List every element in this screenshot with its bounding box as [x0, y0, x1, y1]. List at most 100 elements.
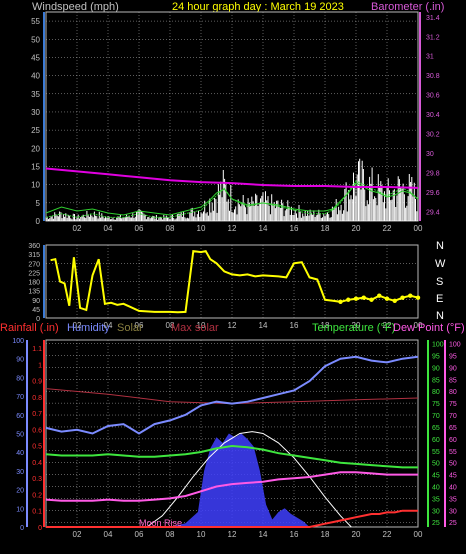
wind-y-tick: 10	[31, 181, 40, 190]
dew-point-y-tick: 25	[449, 520, 457, 527]
dir-label-w: W	[435, 258, 446, 270]
dew-point-y-tick: 35	[449, 496, 457, 503]
direction-y-tick: 45	[32, 307, 40, 314]
temperature-y-tick: 85	[432, 377, 440, 384]
dir-label-e: E	[436, 293, 443, 305]
wind-y-tick: 40	[31, 72, 40, 81]
wind-direction-panel: 02 04 06 08 10 12 14 16 18 20 22 000459013518022527…	[28, 243, 423, 330]
wind-x-tick: 04	[104, 224, 113, 233]
temp-x-tick: 18	[321, 530, 330, 539]
temp-x-tick: 14	[259, 530, 268, 539]
wind-x-tick: 16	[290, 224, 299, 233]
rain-y-tick: 0.9	[32, 379, 42, 386]
direction-y-tick: 90	[32, 298, 40, 305]
dew-point-y-tick: 85	[449, 377, 457, 384]
solar-theoretical-curve	[146, 431, 352, 528]
wind-y-tick: 5	[36, 199, 41, 208]
dew-point-y-tick: 50	[449, 461, 457, 468]
barometer-y-tick: 30.6	[426, 93, 440, 100]
humidity-y-tick: 50	[16, 432, 24, 439]
temperature-y-tick: 80	[432, 389, 440, 396]
wind-y-tick: 30	[31, 108, 40, 117]
rain-y-tick: 0.7	[32, 411, 42, 418]
temperature-y-tick: 95	[432, 353, 440, 360]
humidity-y-tick: 40	[16, 450, 24, 457]
temperature-y-tick: 35	[432, 496, 440, 503]
direction-x-tick: 08	[166, 321, 175, 330]
barometer-y-tick: 30.4	[426, 112, 440, 119]
temperature-line	[45, 444, 418, 469]
rain-y-tick: 0.5	[32, 444, 42, 451]
wind-y-tick: 55	[31, 17, 40, 26]
dew-point-line	[45, 471, 418, 502]
wind-gust-line	[45, 182, 419, 216]
dir-label-s: S	[436, 276, 443, 288]
wind-x-tick: 02	[73, 224, 82, 233]
wind-x-tick: 10	[197, 224, 206, 233]
dew-point-y-tick: 55	[449, 449, 457, 456]
dew-point-y-tick: 90	[449, 365, 457, 372]
humidity-y-tick: 60	[16, 413, 24, 420]
wind-direction-point	[384, 296, 390, 301]
direction-x-tick: 14	[259, 321, 268, 330]
dir-label-n-bottom: N	[436, 310, 444, 322]
temperature-y-tick: 30	[432, 508, 440, 515]
humidity-y-tick: 80	[16, 375, 24, 382]
dew-point-y-tick: 70	[449, 413, 457, 420]
wind-direction-point	[369, 297, 374, 302]
dew-point-y-tick: 60	[449, 437, 457, 444]
temperature-y-tick: 50	[432, 461, 440, 468]
dew-point-y-tick: 45	[449, 473, 457, 480]
chart-title: 24 hour graph day : March 19 2023	[172, 1, 344, 13]
wind-x-tick: 20	[352, 224, 361, 233]
wind-y-tick: 20	[31, 144, 40, 153]
temperature-y-tick: 25	[432, 520, 440, 527]
temp-x-tick: 10	[197, 530, 206, 539]
direction-x-tick: 02	[73, 321, 82, 330]
wind-y-tick: 35	[31, 90, 40, 99]
wind-direction-point	[377, 293, 382, 298]
barometer-y-tick: 31	[426, 54, 434, 61]
direction-y-tick: 270	[28, 261, 40, 268]
wind-x-tick: 00	[414, 224, 423, 233]
temperature-y-tick: 70	[432, 413, 440, 420]
wind-direction-point	[361, 295, 366, 300]
wind-direction-point	[346, 297, 351, 302]
temperature-y-tick: 90	[432, 365, 440, 372]
wind-direction-point	[338, 299, 343, 304]
rain-y-tick: 1.1	[32, 346, 42, 353]
wind-x-tick: 18	[321, 224, 330, 233]
direction-x-tick: 06	[135, 321, 144, 330]
wind-average-line	[45, 180, 419, 218]
rain-y-tick: 0.6	[32, 427, 42, 434]
humidity-line	[45, 355, 419, 435]
barometer-y-tick: 31.2	[426, 34, 440, 41]
direction-x-tick: 12	[228, 321, 237, 330]
temp-x-tick: 16	[290, 530, 299, 539]
rain-y-tick: 0	[38, 525, 42, 532]
moon-rise-label: Moon Rise	[139, 518, 182, 528]
dew-point-y-tick: 40	[449, 485, 457, 492]
humidity-y-tick: 30	[16, 469, 24, 476]
temp-x-tick: 22	[383, 530, 392, 539]
direction-x-tick: 20	[352, 321, 361, 330]
rain-y-tick: 0.1	[32, 509, 42, 516]
wind-direction-line	[50, 249, 419, 314]
dew-point-y-tick: 75	[449, 401, 457, 408]
dew-point-y-tick: 30	[449, 508, 457, 515]
direction-x-tick: 16	[290, 321, 299, 330]
dew-point-y-tick: 65	[449, 425, 457, 432]
direction-x-tick: 22	[383, 321, 392, 330]
legend-max-solar: Max solar	[171, 322, 219, 334]
barometer-y-tick: 30.8	[426, 73, 440, 80]
temp-x-tick: 20	[352, 530, 361, 539]
rain-y-tick: 1	[38, 362, 42, 369]
dir-label-n-top: N	[436, 240, 444, 252]
barometer-y-tick: 31.4	[426, 15, 440, 22]
barometer-y-tick: 29.8	[426, 170, 440, 177]
barometer-line	[45, 167, 419, 189]
wind-direction-point	[392, 298, 397, 303]
rain-y-tick: 0.3	[32, 476, 42, 483]
